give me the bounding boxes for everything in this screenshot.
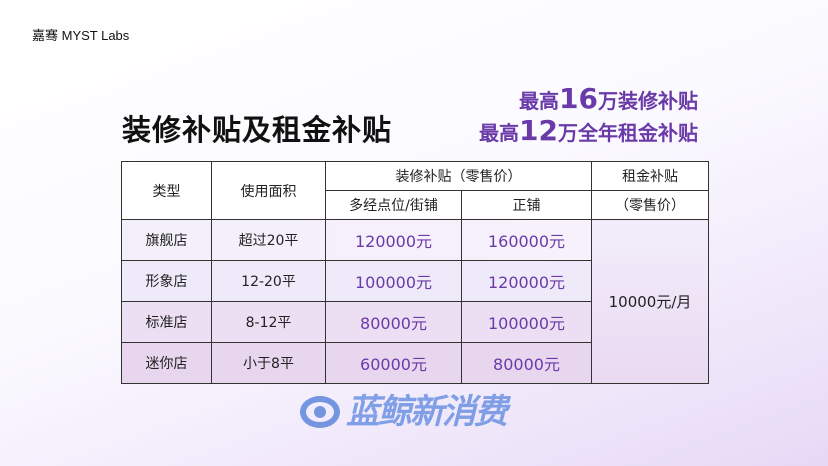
header-rent: 租金补贴 [591, 161, 709, 191]
subsidy-table: 类型 使用面积 装修补贴（零售价） 租金补贴 多经点位/街铺 正铺 （零售价） … [121, 161, 709, 384]
cell-main: 160000元 [461, 219, 592, 261]
header-main: 正铺 [461, 190, 592, 220]
cell-type: 迷你店 [121, 342, 212, 384]
cell-type: 标准店 [121, 301, 212, 343]
header-type: 类型 [121, 161, 212, 220]
cell-area: 小于8平 [211, 342, 326, 384]
headline-text: 最高 [479, 121, 520, 145]
headline-text: 最高 [519, 89, 560, 113]
watermark: 蓝鲸新消费 [300, 392, 508, 432]
table-row: 旗舰店 超过20平 120000元 160000元 10000元/月 [121, 219, 709, 384]
cell-area: 超过20平 [211, 219, 326, 261]
cell-area: 12-20平 [211, 260, 326, 302]
headline-text: 万全年租金补贴 [558, 121, 698, 145]
headline-number: 12 [519, 114, 558, 147]
cell-type: 形象店 [121, 260, 212, 302]
header-area: 使用面积 [211, 161, 326, 220]
cell-multi: 100000元 [325, 260, 462, 302]
cell-multi: 60000元 [325, 342, 462, 384]
headline-renovation: 最高16万装修补贴 [519, 84, 698, 116]
header-rent-sub: （零售价） [591, 190, 709, 220]
headline-number: 16 [559, 82, 598, 115]
headline-text: 万装修补贴 [598, 89, 698, 113]
header-multi: 多经点位/街铺 [325, 190, 462, 220]
cell-main: 100000元 [461, 301, 592, 343]
headline-rent: 最高12万全年租金补贴 [479, 116, 698, 148]
cell-multi: 120000元 [325, 219, 462, 261]
page-title: 装修补贴及租金补贴 [122, 113, 393, 147]
cell-main: 80000元 [461, 342, 592, 384]
header-renovation: 装修补贴（零售价） [325, 161, 592, 191]
cell-multi: 80000元 [325, 301, 462, 343]
cell-type: 旗舰店 [121, 219, 212, 261]
cell-rent: 10000元/月 [591, 219, 709, 384]
brand-logo: 嘉骞 MYST Labs [32, 28, 130, 43]
cell-main: 120000元 [461, 260, 592, 302]
watermark-text: 蓝鲸新消费 [346, 392, 508, 432]
eye-logo-icon [300, 396, 340, 428]
cell-area: 8-12平 [211, 301, 326, 343]
